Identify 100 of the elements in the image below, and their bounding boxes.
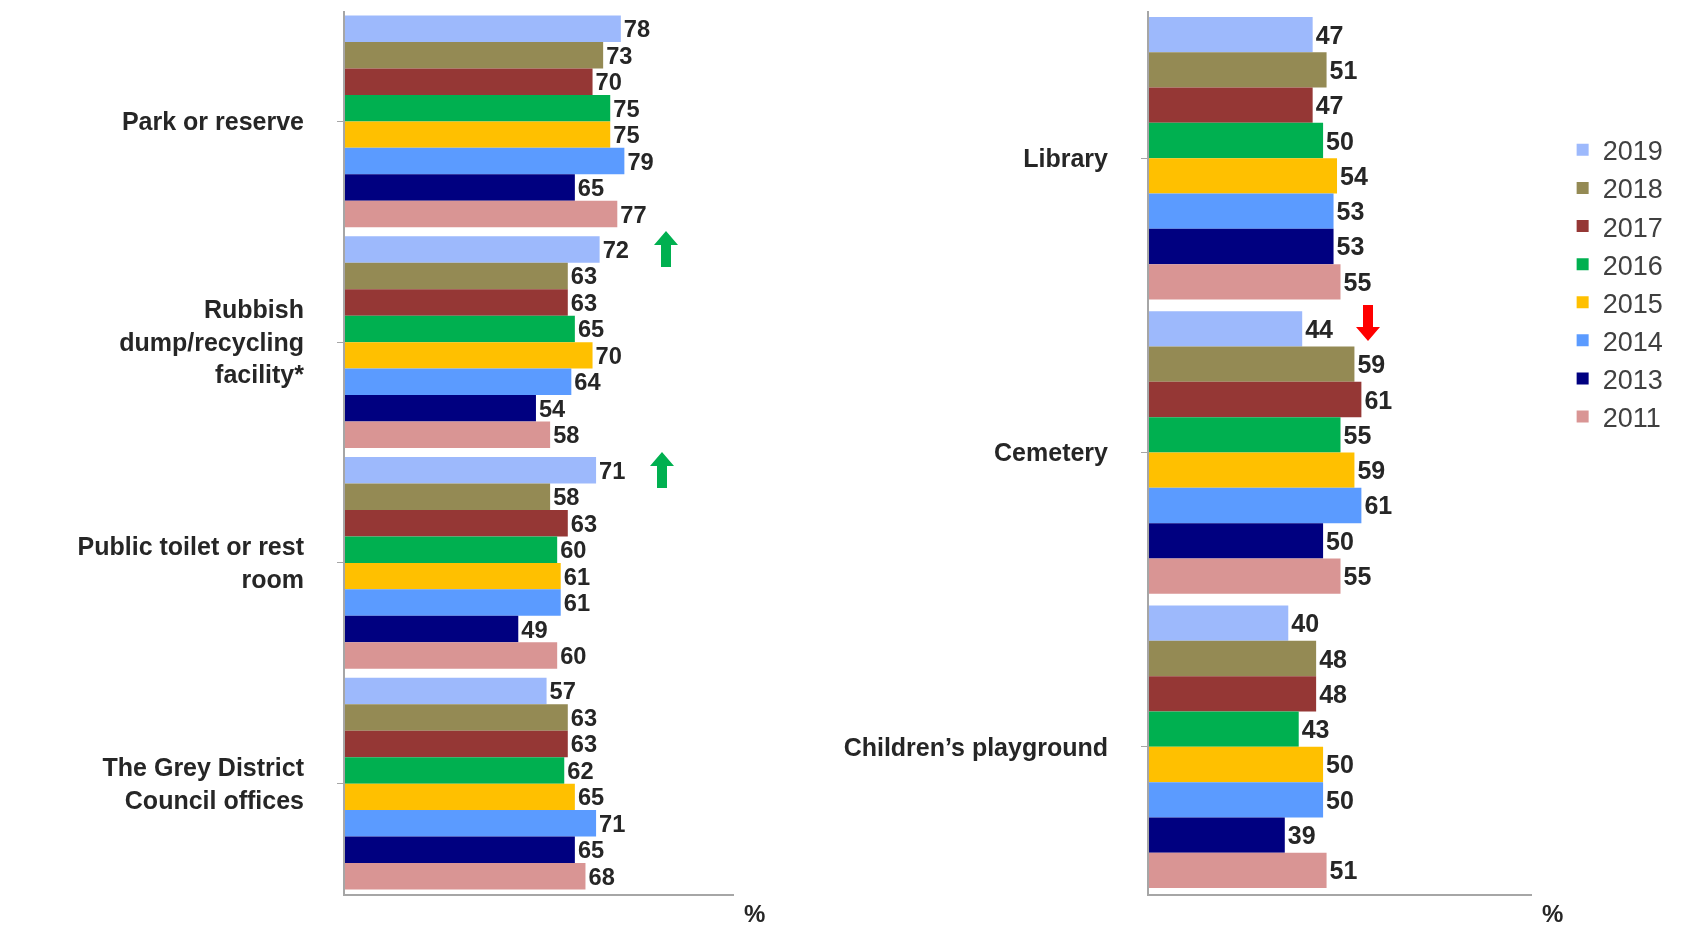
- bar: [345, 262, 568, 290]
- y-tick-label: The Grey District Council offices: [102, 753, 305, 814]
- bar: [1149, 640, 1317, 677]
- bar: [345, 421, 551, 449]
- y-tick-label: Cemetery: [994, 438, 1109, 467]
- bar: [1149, 523, 1324, 559]
- bar: [345, 289, 568, 316]
- data-label: 61: [563, 563, 591, 590]
- bar: [1149, 158, 1338, 194]
- data-label: 53: [1336, 197, 1365, 226]
- data-label: 59: [1357, 456, 1386, 485]
- data-label: 73: [606, 42, 633, 69]
- bar: [1149, 817, 1285, 853]
- bar: [1149, 311, 1303, 347]
- bar: [345, 200, 618, 228]
- bar: [345, 642, 558, 669]
- bar: [345, 836, 575, 864]
- bar: [345, 615, 519, 643]
- data-label: 47: [1315, 91, 1344, 120]
- bar: [1149, 52, 1327, 88]
- data-label: 49: [521, 616, 548, 643]
- bar: [1149, 16, 1313, 53]
- y-tick-label: Children’s playground: [843, 732, 1108, 761]
- data-label: 50: [1326, 785, 1354, 814]
- data-label: 59: [1357, 350, 1386, 379]
- bar: [345, 589, 561, 616]
- data-label: 51: [1329, 55, 1358, 84]
- data-label: 64: [574, 369, 602, 396]
- data-label: 60: [560, 643, 587, 670]
- data-label: 50: [1326, 750, 1354, 779]
- legend-label: 2011: [1602, 403, 1661, 434]
- data-label: 44: [1305, 314, 1334, 343]
- legend-label: 2015: [1602, 288, 1663, 319]
- data-label: 71: [599, 810, 626, 837]
- data-label: 50: [1326, 526, 1354, 555]
- bar: [1149, 87, 1313, 123]
- y-tick-label: Library: [1023, 143, 1109, 172]
- data-label: 63: [570, 263, 598, 290]
- data-label: 58: [553, 484, 580, 511]
- data-label: 71: [599, 457, 626, 484]
- bar: [1149, 711, 1299, 747]
- bar: [345, 810, 597, 837]
- bar: [345, 562, 561, 590]
- data-label: 60: [560, 537, 587, 564]
- bar: [345, 368, 572, 396]
- data-label: 50: [1326, 126, 1354, 155]
- bar: [345, 68, 593, 95]
- legend-label: 2017: [1602, 212, 1663, 243]
- data-label: 68: [588, 863, 615, 890]
- bar: [345, 94, 611, 122]
- data-label: 72: [602, 236, 629, 263]
- bar: [345, 863, 586, 890]
- bar: [345, 174, 575, 201]
- y-tick-label: Public toilet or rest room: [77, 532, 305, 593]
- legend-label: 2013: [1602, 364, 1663, 395]
- x-axis-title: %: [1542, 900, 1564, 927]
- data-label: 63: [570, 510, 598, 537]
- data-label: 43: [1301, 715, 1330, 744]
- data-label: 65: [577, 175, 605, 202]
- data-label: 48: [1319, 644, 1348, 673]
- data-label: 47: [1315, 20, 1344, 49]
- data-label: 65: [577, 837, 605, 864]
- data-label: 40: [1291, 609, 1320, 638]
- y-tick-label: Rubbish dump/recycling facility*: [119, 295, 305, 389]
- data-label: 75: [613, 95, 640, 122]
- data-label: 58: [553, 422, 580, 449]
- bar: [1149, 452, 1355, 488]
- data-label: 48: [1319, 679, 1348, 708]
- bar: [1149, 605, 1289, 641]
- bar: [1149, 852, 1327, 889]
- data-label: 65: [577, 784, 605, 811]
- bar: [1149, 782, 1324, 818]
- bar: [345, 395, 536, 422]
- legend-label: 2018: [1602, 174, 1663, 205]
- data-label: 54: [1340, 161, 1368, 190]
- x-axis-title: %: [744, 900, 766, 927]
- bar: [345, 757, 565, 784]
- bar: [1149, 228, 1334, 265]
- data-label: 61: [1364, 491, 1393, 520]
- bar: [345, 121, 611, 148]
- bar: [345, 342, 593, 369]
- bar: [1149, 487, 1362, 524]
- data-label: 39: [1287, 821, 1316, 850]
- y-tick-label: Park or reserve: [121, 107, 305, 136]
- bar: [1149, 676, 1317, 712]
- bar: [1149, 746, 1324, 783]
- data-label: 51: [1329, 856, 1358, 885]
- legend-label: 2014: [1602, 326, 1663, 357]
- bar: [345, 236, 600, 263]
- bar: [345, 483, 551, 510]
- data-label: 63: [570, 731, 598, 758]
- bar: [345, 147, 625, 175]
- bar: [1149, 558, 1341, 594]
- data-label: 79: [627, 148, 654, 175]
- data-label: 57: [549, 678, 576, 705]
- bar: [1149, 264, 1341, 300]
- data-label: 70: [595, 69, 622, 96]
- bar: [345, 509, 568, 537]
- data-label: 53: [1336, 232, 1365, 261]
- bar: [1149, 381, 1362, 418]
